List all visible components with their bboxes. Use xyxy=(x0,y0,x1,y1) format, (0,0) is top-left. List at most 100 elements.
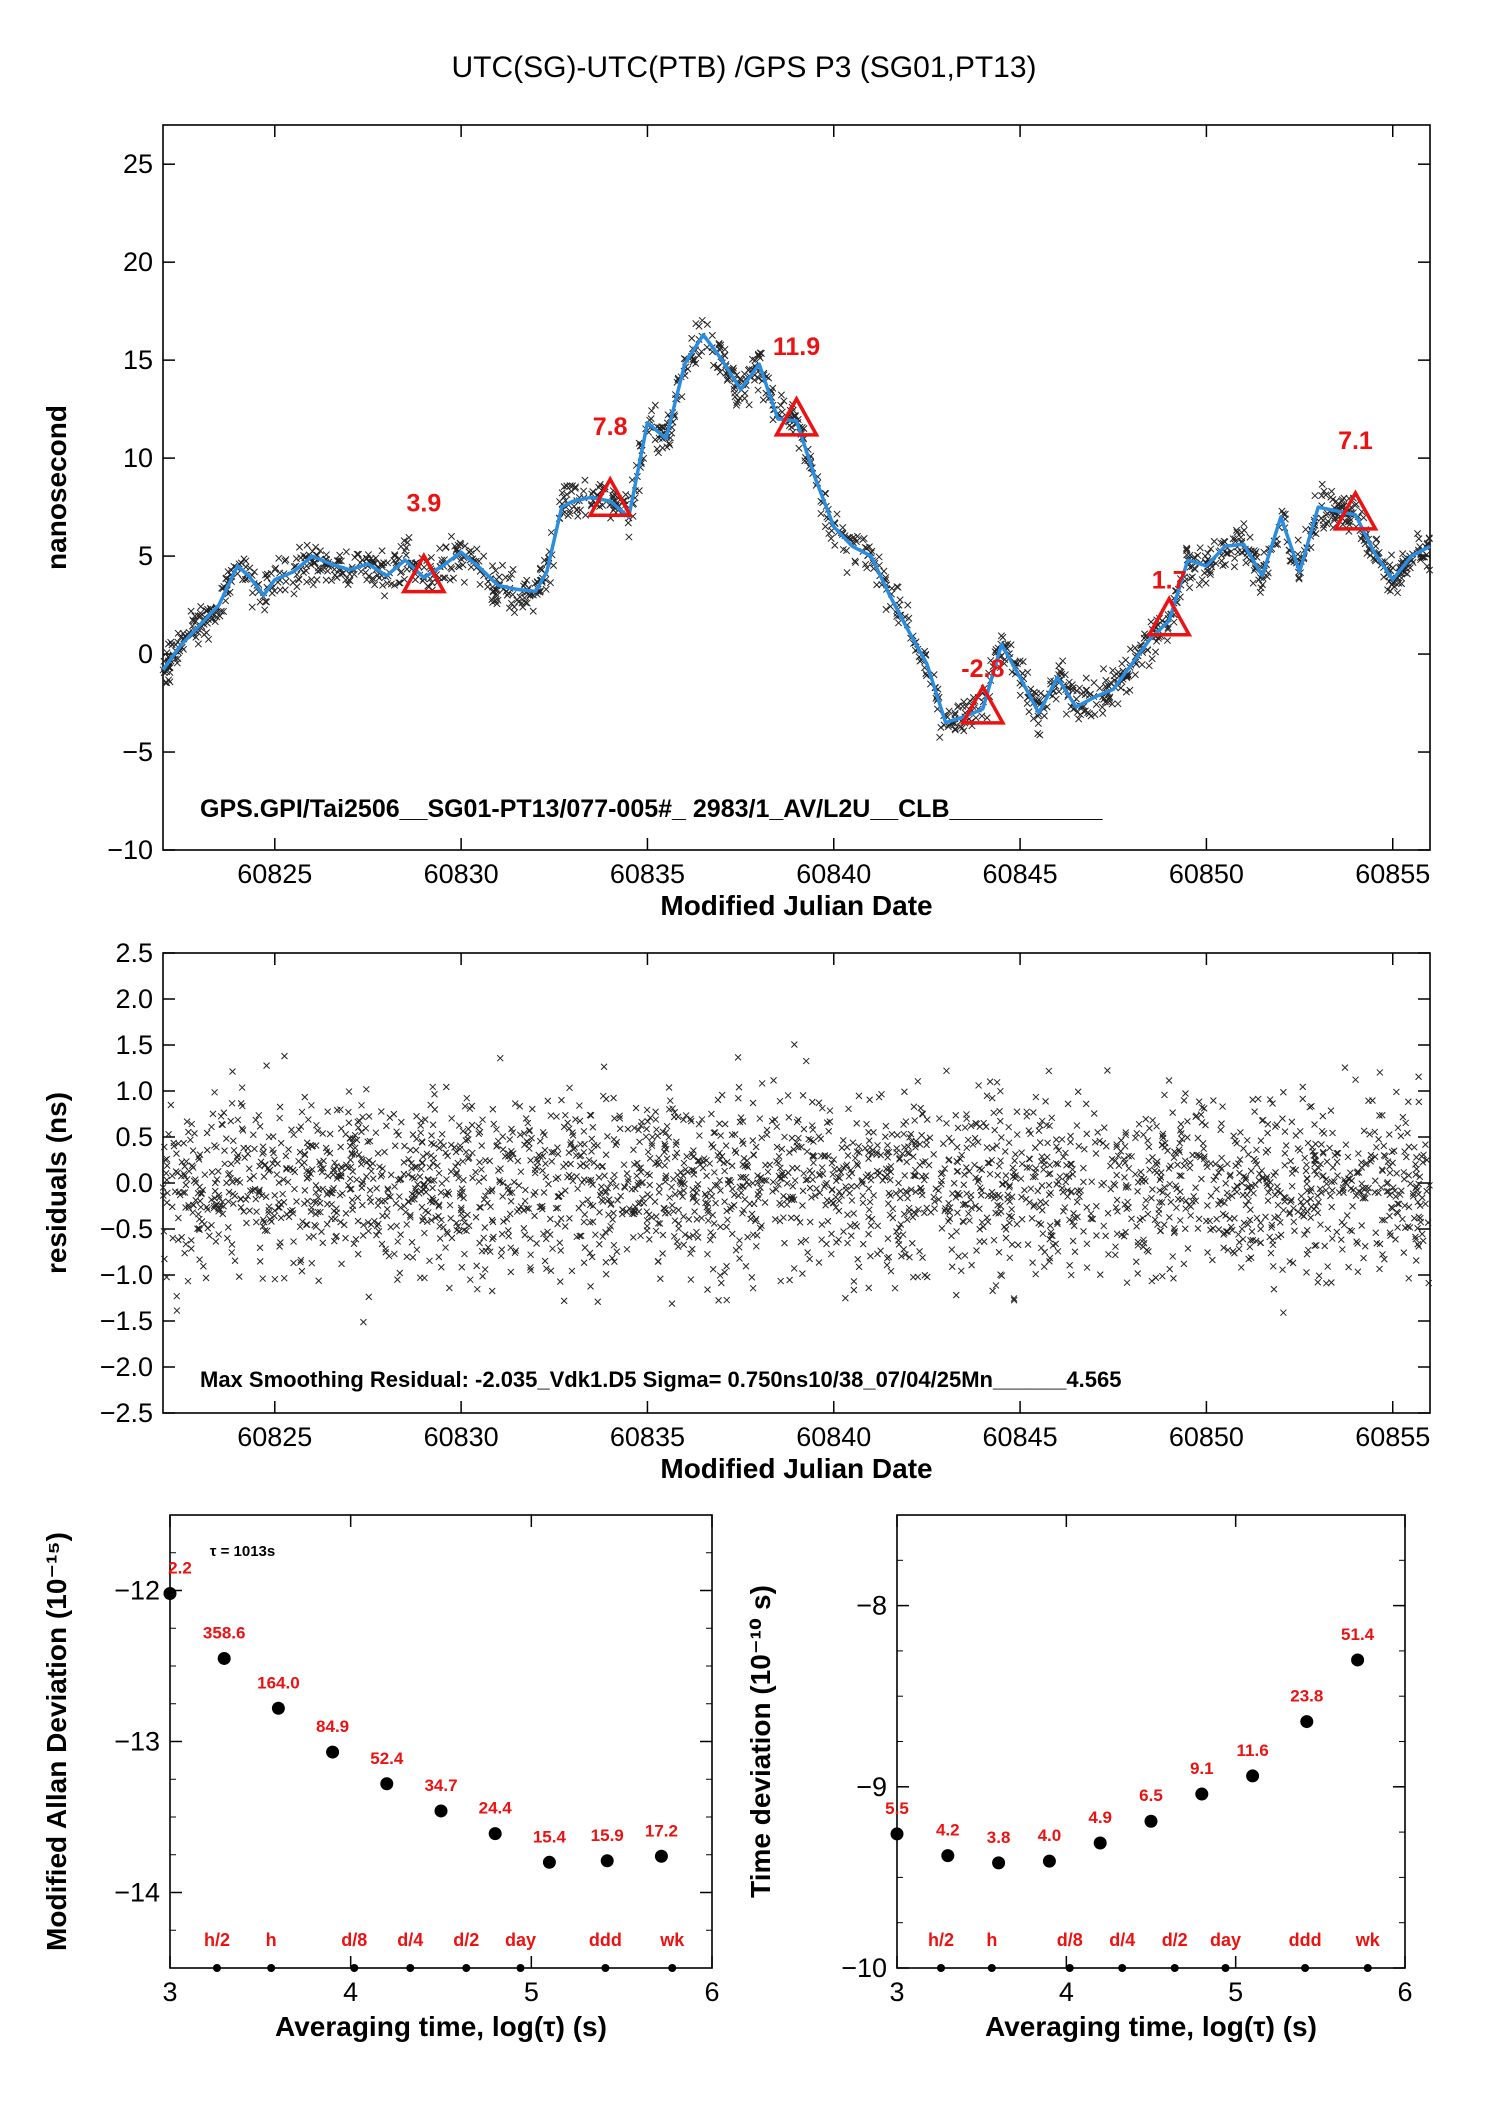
residual-point xyxy=(642,1133,650,1141)
residual-point xyxy=(1262,1213,1269,1221)
residual-point xyxy=(324,1108,332,1115)
residual-point xyxy=(963,1144,971,1152)
data-point xyxy=(842,547,851,555)
residual-point xyxy=(887,1267,895,1275)
residual-point xyxy=(1112,1157,1119,1165)
residual-point xyxy=(1052,1160,1060,1167)
data-point xyxy=(1320,487,1328,495)
residual-point xyxy=(737,1189,745,1197)
residual-point xyxy=(1149,1186,1156,1193)
residual-point xyxy=(656,1275,664,1283)
data-point xyxy=(695,352,703,360)
data-point xyxy=(491,586,500,594)
residual-point xyxy=(1412,1161,1419,1168)
residual-point xyxy=(1088,1178,1096,1186)
residual-point xyxy=(1164,1147,1171,1155)
residual-point xyxy=(408,1173,416,1181)
deviation-label: 11.6 xyxy=(1237,1741,1269,1760)
residual-point xyxy=(407,1146,414,1154)
residual-point xyxy=(694,1181,702,1188)
deviation-label: 51.4 xyxy=(1341,1625,1375,1644)
data-point xyxy=(293,583,301,591)
residual-point xyxy=(1331,1178,1338,1185)
residual-point xyxy=(866,1144,874,1151)
data-point xyxy=(1126,686,1134,694)
residual-point xyxy=(665,1084,673,1091)
residual-point xyxy=(463,1227,470,1235)
residual-point xyxy=(1303,1268,1310,1276)
residual-point xyxy=(405,1155,413,1163)
residual-point xyxy=(1046,1257,1053,1265)
residual-point xyxy=(340,1221,348,1229)
residual-point xyxy=(168,1203,176,1211)
residual-point xyxy=(1279,1088,1287,1096)
data-point xyxy=(895,619,903,627)
data-point xyxy=(1073,708,1081,716)
residual-point xyxy=(1264,1197,1272,1204)
residual-point xyxy=(961,1124,969,1131)
residual-point xyxy=(972,1202,979,1210)
residual-point xyxy=(614,1196,621,1204)
residual-point xyxy=(776,1164,784,1172)
residual-point xyxy=(440,1142,448,1150)
residual-point xyxy=(853,1148,861,1156)
residual-point xyxy=(1178,1196,1186,1203)
residual-point xyxy=(319,1130,327,1137)
residual-point xyxy=(1202,1217,1210,1225)
y-tick-label: −10 xyxy=(107,835,153,865)
data-point xyxy=(1032,689,1040,698)
residual-point xyxy=(464,1211,471,1219)
residual-point xyxy=(1181,1157,1189,1165)
residual-point xyxy=(556,1278,564,1286)
residual-point xyxy=(884,1235,892,1242)
residual-point xyxy=(435,1201,443,1209)
residual-point xyxy=(704,1286,711,1294)
data-point xyxy=(1295,575,1303,583)
residual-point xyxy=(700,1158,707,1166)
residual-point xyxy=(597,1188,605,1196)
data-point xyxy=(447,532,456,540)
deviation-point xyxy=(434,1804,448,1818)
data-point xyxy=(1240,526,1248,534)
residual-point xyxy=(462,1148,470,1156)
residual-point xyxy=(429,1083,437,1091)
x-tick-label: 60825 xyxy=(237,859,312,889)
residual-point xyxy=(771,1116,779,1123)
residual-point xyxy=(498,1230,506,1238)
residual-point xyxy=(1134,1270,1142,1277)
residual-point xyxy=(1066,1261,1074,1269)
x-tick-label: 60850 xyxy=(1169,1422,1244,1452)
data-point xyxy=(1399,550,1407,558)
residual-point xyxy=(867,1172,875,1180)
residual-point xyxy=(830,1156,838,1163)
residual-point xyxy=(1402,1119,1410,1127)
residual-point xyxy=(520,1130,528,1137)
data-point xyxy=(560,483,568,491)
residual-point xyxy=(1314,1209,1322,1217)
residual-point xyxy=(592,1231,599,1239)
residual-point xyxy=(1240,1145,1247,1152)
residual-point xyxy=(1154,1221,1161,1228)
residual-point xyxy=(1393,1088,1400,1096)
data-point xyxy=(1099,665,1108,673)
residual-point xyxy=(903,1158,911,1166)
residual-point xyxy=(480,1174,488,1182)
residual-point xyxy=(1379,1251,1386,1258)
residual-point xyxy=(281,1052,288,1060)
residual-point xyxy=(1379,1167,1386,1175)
data-point xyxy=(1380,573,1388,581)
residual-point xyxy=(351,1144,359,1152)
data-point xyxy=(263,598,271,606)
data-point xyxy=(1040,712,1048,720)
residual-point xyxy=(522,1115,530,1122)
residual-point xyxy=(971,1134,979,1142)
residual-point xyxy=(953,1157,961,1165)
residual-point xyxy=(488,1187,495,1195)
residual-point xyxy=(662,1129,670,1137)
residual-point xyxy=(754,1172,761,1180)
data-point xyxy=(893,583,901,591)
residual-point xyxy=(816,1189,824,1197)
residual-point xyxy=(1215,1201,1222,1208)
data-point xyxy=(510,609,519,617)
residual-point xyxy=(674,1243,682,1250)
